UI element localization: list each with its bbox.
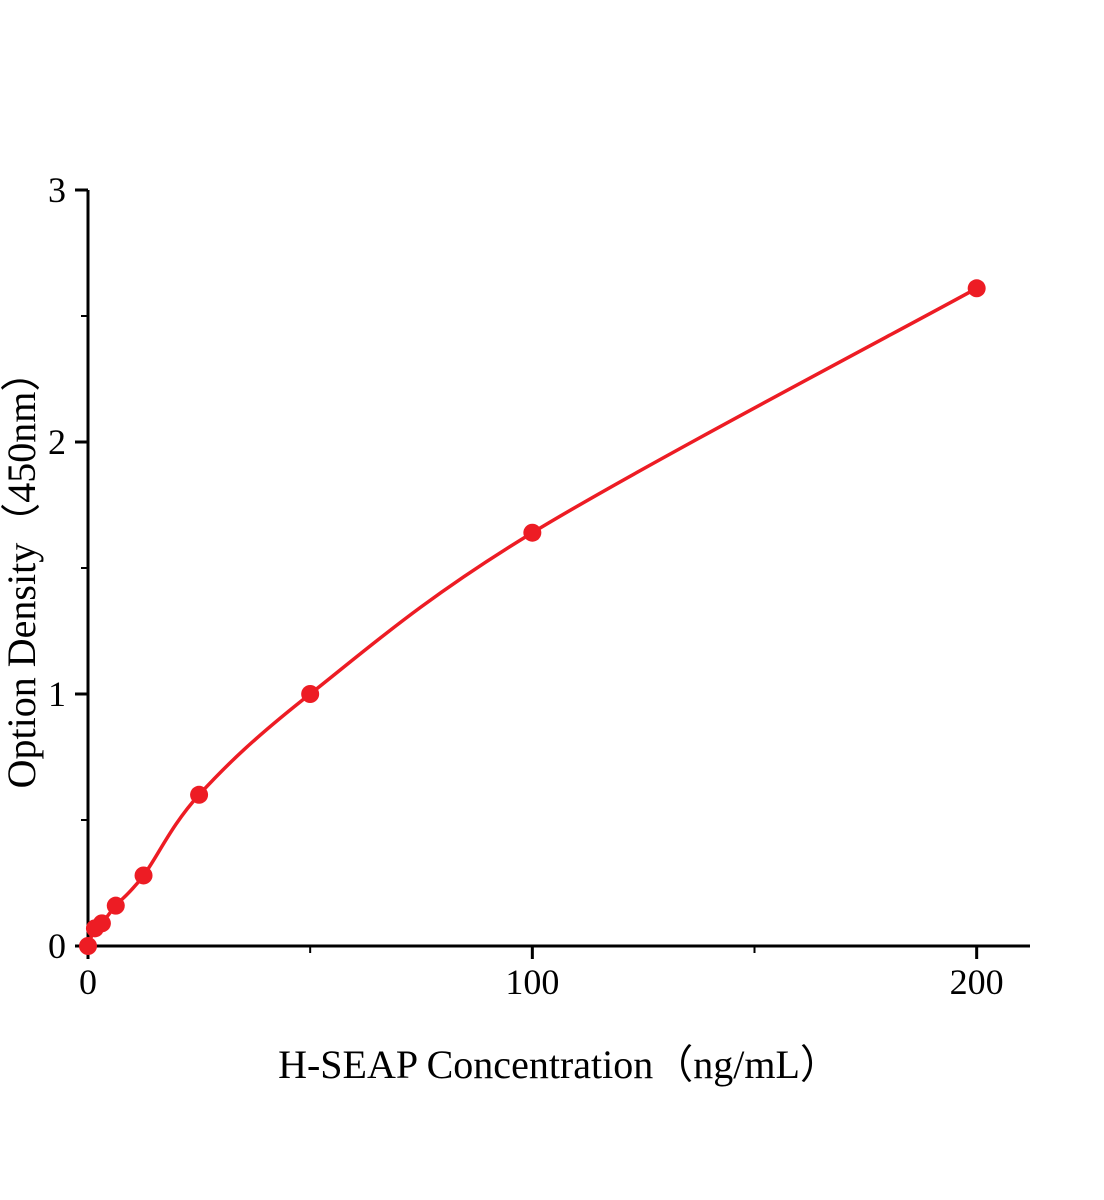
x-tick-label: 100 bbox=[505, 962, 559, 1002]
data-point bbox=[190, 785, 209, 804]
x-tick-label: 200 bbox=[950, 962, 1004, 1002]
data-point bbox=[92, 914, 111, 933]
data-point bbox=[301, 685, 320, 703]
data-point bbox=[523, 523, 542, 542]
standard-curve-line bbox=[86, 286, 979, 948]
y-tick-label: 1 bbox=[48, 674, 66, 714]
y-tick-label: 3 bbox=[48, 170, 66, 210]
y-tick-label: 0 bbox=[48, 926, 66, 966]
data-point bbox=[106, 896, 125, 915]
data-point bbox=[79, 937, 97, 955]
data-point bbox=[967, 279, 986, 298]
data-point bbox=[134, 866, 153, 885]
y-tick-label: 2 bbox=[48, 422, 66, 462]
y-axis-title: Option Density（450nm） bbox=[0, 351, 44, 789]
x-tick-label: 0 bbox=[79, 962, 97, 1002]
x-axis-title: H-SEAP Concentration（ng/mL） bbox=[278, 1042, 840, 1087]
